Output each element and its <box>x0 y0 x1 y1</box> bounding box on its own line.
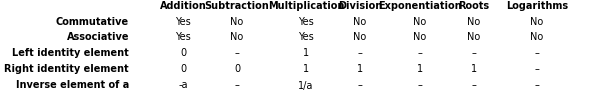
Text: 0: 0 <box>180 48 186 58</box>
Text: Inverse element of a: Inverse element of a <box>16 80 129 90</box>
Text: Division: Division <box>338 1 382 11</box>
Text: 1: 1 <box>303 64 309 74</box>
Text: –: – <box>535 48 539 58</box>
Text: Yes: Yes <box>175 32 191 42</box>
Text: 1: 1 <box>417 64 423 74</box>
Text: Commutative: Commutative <box>56 17 129 27</box>
Text: Left identity element: Left identity element <box>12 48 129 58</box>
Text: –: – <box>418 48 422 58</box>
Text: No: No <box>353 17 367 27</box>
Text: –: – <box>535 64 539 74</box>
Text: 0: 0 <box>180 64 186 74</box>
Text: -a: -a <box>178 80 188 90</box>
Text: 1/a: 1/a <box>298 80 314 90</box>
Text: Addition: Addition <box>160 1 206 11</box>
Text: No: No <box>467 17 481 27</box>
Text: No: No <box>413 32 427 42</box>
Text: 0: 0 <box>234 64 240 74</box>
Text: Multiplication: Multiplication <box>268 1 344 11</box>
Text: Associative: Associative <box>67 32 129 42</box>
Text: Right identity element: Right identity element <box>4 64 129 74</box>
Text: –: – <box>535 80 539 90</box>
Text: No: No <box>530 17 544 27</box>
Text: –: – <box>472 48 476 58</box>
Text: 1: 1 <box>471 64 477 74</box>
Text: –: – <box>235 48 239 58</box>
Text: –: – <box>235 80 239 90</box>
Text: No: No <box>413 17 427 27</box>
Text: Yes: Yes <box>175 17 191 27</box>
Text: No: No <box>230 17 244 27</box>
Text: Yes: Yes <box>298 32 314 42</box>
Text: No: No <box>467 32 481 42</box>
Text: –: – <box>358 48 362 58</box>
Text: Exponentiation: Exponentiation <box>378 1 462 11</box>
Text: 1: 1 <box>303 48 309 58</box>
Text: –: – <box>418 80 422 90</box>
Text: Subtraction: Subtraction <box>205 1 269 11</box>
Text: No: No <box>230 32 244 42</box>
Text: –: – <box>358 80 362 90</box>
Text: Roots: Roots <box>458 1 490 11</box>
Text: No: No <box>353 32 367 42</box>
Text: –: – <box>472 80 476 90</box>
Text: Yes: Yes <box>298 17 314 27</box>
Text: No: No <box>530 32 544 42</box>
Text: 1: 1 <box>357 64 363 74</box>
Text: Logarithms: Logarithms <box>506 1 568 11</box>
